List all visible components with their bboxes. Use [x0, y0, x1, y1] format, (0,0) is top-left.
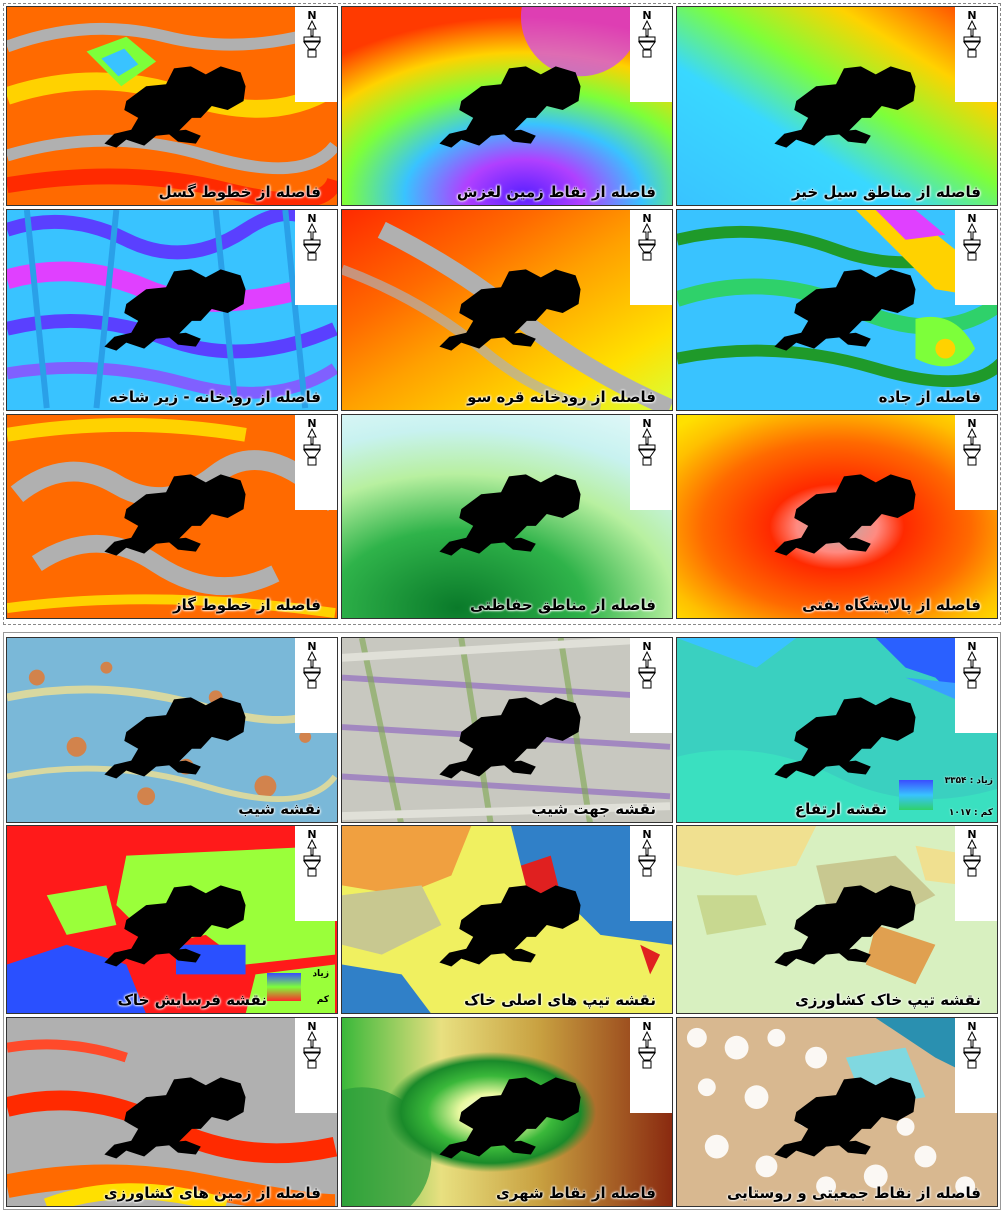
- map-tile-slope: نقشه شیب: [6, 637, 338, 823]
- north-arrow-icon: [963, 9, 981, 58]
- map-tile-erosion: نقشه فرسایش خاک زیاد کم: [6, 825, 338, 1014]
- map-caption: فاصله از نقاط زمین لغزش: [456, 183, 656, 201]
- map-caption: نقشه فرسایش خاک: [117, 991, 267, 1009]
- legend-colorbar: [267, 973, 301, 1001]
- map-caption: فاصله از مناطق سیل خیز: [791, 183, 981, 201]
- map-caption: فاصله از مناطق حفاظتی: [470, 596, 656, 614]
- map-legend: زیاد : ۳۳۵۴ کم : ۱۰۱۷: [893, 774, 993, 818]
- north-arrow-icon: [963, 1020, 981, 1069]
- legend-colorbar: [899, 780, 933, 810]
- map-raster: [7, 1018, 337, 1206]
- map-caption: فاصله از خطوط گسل: [158, 183, 321, 201]
- north-arrow-icon: [638, 417, 656, 466]
- map-caption: نقشه جهت شیب: [531, 800, 656, 818]
- map-tile-flood: فاصله از مناطق سیل خیز: [676, 6, 998, 206]
- map-tile-soil_main: نقشه تیپ های اصلی خاک: [341, 825, 673, 1014]
- map-raster: [7, 210, 337, 410]
- map-caption: فاصله از نقاط شهری: [496, 1184, 656, 1202]
- map-tile-landslide: فاصله از نقاط زمین لغزش: [341, 6, 673, 206]
- map-tile-urban: فاصله از نقاط شهری: [341, 1017, 673, 1207]
- map-raster: [342, 415, 672, 618]
- north-arrow-icon: [638, 212, 656, 261]
- map-legend: زیاد کم: [267, 969, 329, 1005]
- north-arrow-icon: [963, 640, 981, 689]
- map-caption: فاصله از نقاط جمعیتی و روستایی: [726, 1184, 981, 1202]
- map-raster: [7, 415, 337, 618]
- map-raster: [342, 1018, 672, 1206]
- legend-low-label: کم: [316, 995, 329, 1005]
- map-tile-protected: فاصله از مناطق حفاظتی: [341, 414, 673, 619]
- north-arrow-icon: [303, 1020, 321, 1069]
- map-caption: نقشه تیپ های اصلی خاک: [464, 991, 656, 1009]
- map-tile-aspect: نقشه جهت شیب: [341, 637, 673, 823]
- map-raster: [677, 415, 997, 618]
- north-arrow-icon: [303, 9, 321, 58]
- map-tile-agri_land: فاصله از زمین های کشاورزی: [6, 1017, 338, 1207]
- north-arrow-icon: [963, 212, 981, 261]
- map-tile-village: فاصله از نقاط جمعیتی و روستایی: [676, 1017, 998, 1207]
- map-caption: فاصله از رودخانه قره سو: [467, 388, 656, 406]
- map-tile-road: فاصله از جاده: [676, 209, 998, 411]
- north-arrow-icon: [638, 640, 656, 689]
- map-tile-fault: فاصله از خطوط گسل: [6, 6, 338, 206]
- map-caption: نقشه ارتفاع: [794, 800, 887, 818]
- legend-low-label: کم : ۱۰۱۷: [948, 808, 993, 818]
- map-caption: فاصله از رودخانه - زیر شاخه: [109, 388, 321, 406]
- north-arrow-icon: [303, 417, 321, 466]
- map-raster: [677, 7, 997, 205]
- map-raster: [342, 826, 672, 1013]
- map-raster: [342, 638, 672, 822]
- map-caption: فاصله از جاده: [878, 388, 981, 406]
- map-raster: [7, 638, 337, 822]
- north-arrow-icon: [303, 640, 321, 689]
- map-caption: نقشه شیب: [238, 800, 321, 818]
- map-tile-elevation: نقشه ارتفاع زیاد : ۳۳۵۴ کم : ۱۰۱۷: [676, 637, 998, 823]
- north-arrow-icon: [638, 9, 656, 58]
- map-tile-river_main: فاصله از رودخانه قره سو: [341, 209, 673, 411]
- north-arrow-icon: [638, 828, 656, 877]
- map-raster: [342, 210, 672, 410]
- north-arrow-icon: [963, 417, 981, 466]
- map-tile-refinery: فاصله از پالایشگاه نفتی: [676, 414, 998, 619]
- map-caption: نقشه تیپ خاک کشاورزی: [795, 991, 981, 1009]
- map-raster: [677, 1018, 997, 1206]
- map-caption: فاصله از زمین های کشاورزی: [103, 1184, 321, 1202]
- legend-high-label: زیاد: [312, 969, 329, 979]
- map-tile-soil_agri: نقشه تیپ خاک کشاورزی: [676, 825, 998, 1014]
- north-arrow-icon: [638, 1020, 656, 1069]
- thematic-maps-group: [3, 632, 1001, 1210]
- map-caption: فاصله از پالایشگاه نفتی: [802, 596, 981, 614]
- map-raster: [677, 826, 997, 1013]
- map-raster: [342, 7, 672, 205]
- legend-high-label: زیاد : ۳۳۵۴: [944, 776, 993, 786]
- north-arrow-icon: [303, 212, 321, 261]
- map-tile-river_branch: فاصله از رودخانه - زیر شاخه: [6, 209, 338, 411]
- north-arrow-icon: [963, 828, 981, 877]
- map-raster: [677, 210, 997, 410]
- map-caption: فاصله از خطوط گاز: [172, 596, 321, 614]
- north-arrow-icon: [303, 828, 321, 877]
- distance-maps-group: [3, 3, 1001, 625]
- map-tile-gas: فاصله از خطوط گاز: [6, 414, 338, 619]
- map-raster: [7, 7, 337, 205]
